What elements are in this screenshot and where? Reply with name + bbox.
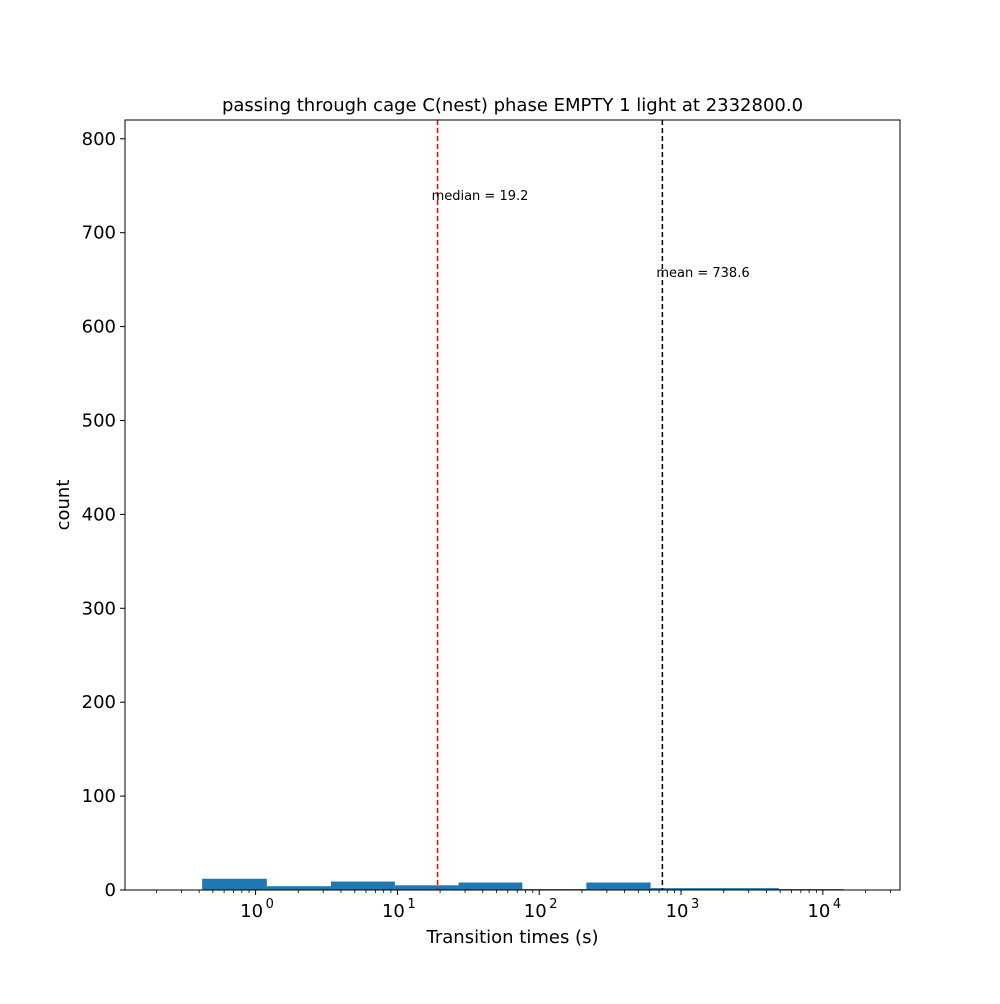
x-tick-exponent: 3 [691, 897, 699, 912]
chart-title: passing through cage C(nest) phase EMPTY… [222, 95, 803, 116]
y-tick-label: 600 [82, 317, 116, 338]
histogram-bar [394, 885, 459, 890]
x-axis-label: Transition times (s) [426, 927, 599, 948]
x-tick-label: 10 [382, 901, 405, 922]
y-tick-label: 300 [82, 598, 116, 619]
histogram-bar [714, 888, 779, 890]
y-tick-label: 400 [82, 504, 116, 525]
x-tick-label: 10 [807, 901, 830, 922]
y-tick-label: 500 [82, 410, 116, 431]
x-axis-ticks: 10 0 10 1 10 2 10 3 10 4 [156, 890, 891, 922]
x-tick-label: 10 [240, 901, 263, 922]
x-tick-label: 10 [524, 901, 547, 922]
y-tick-label: 0 [105, 880, 116, 901]
histogram-bar [586, 882, 651, 890]
median-label: median = 19.2 [432, 189, 529, 204]
y-tick-label: 200 [82, 692, 116, 713]
x-tick-exponent: 2 [549, 897, 557, 912]
x-tick-exponent: 4 [833, 897, 841, 912]
histogram-bar [330, 881, 395, 890]
y-axis-label: count [53, 480, 74, 531]
mean-label: mean = 738.6 [656, 266, 749, 281]
histogram-bar [650, 888, 715, 890]
histogram-bar [202, 878, 267, 890]
y-tick-label: 800 [82, 129, 116, 150]
x-tick-label: 10 [666, 901, 689, 922]
y-tick-label: 700 [82, 223, 116, 244]
x-tick-exponent: 0 [266, 897, 274, 912]
reference-lines: median = 19.2 mean = 738.6 [432, 120, 750, 890]
histogram-bar [458, 882, 523, 890]
histogram-bars [202, 878, 844, 890]
y-tick-label: 100 [82, 786, 116, 807]
x-tick-exponent: 1 [407, 897, 415, 912]
y-axis-ticks: 0 100 200 300 400 500 600 700 800 [82, 129, 125, 901]
plot-frame [124, 119, 901, 891]
histogram-bar [266, 886, 331, 890]
